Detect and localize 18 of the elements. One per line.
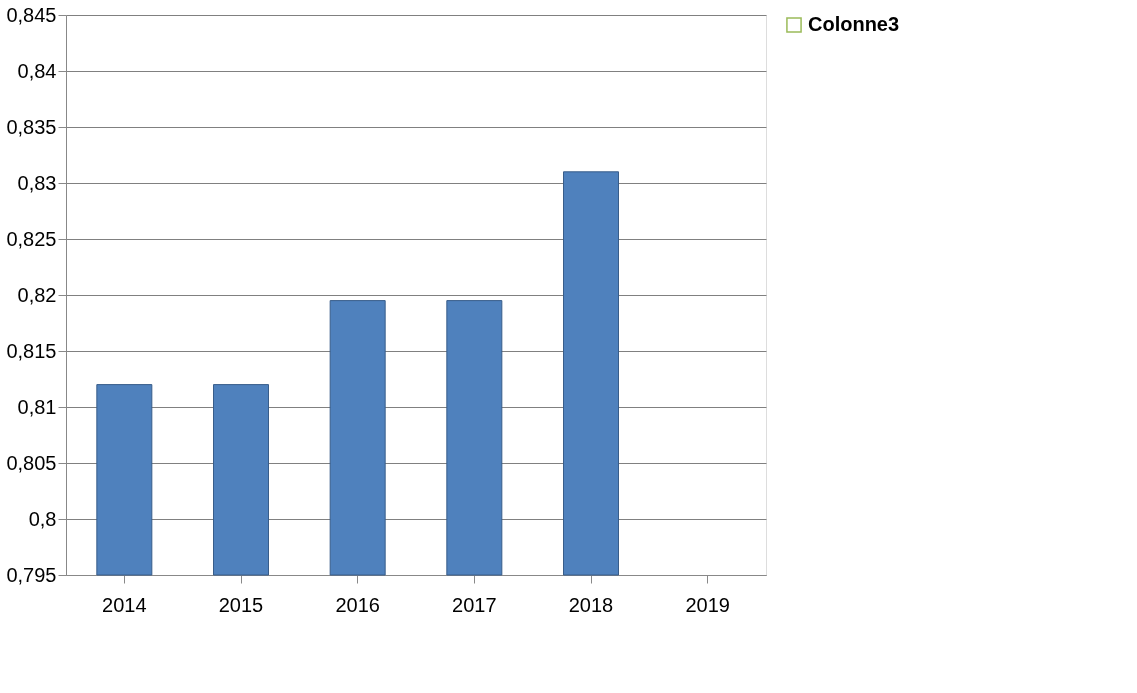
y-tick-label: 0,795 — [6, 563, 57, 586]
y-tick-label: 0,805 — [6, 451, 57, 474]
y-tick-label: 0,84 — [17, 59, 57, 82]
y-tick-label: 0,8 — [28, 507, 57, 530]
legend-label: Colonne3 — [808, 13, 900, 35]
y-tick-label: 0,81 — [17, 395, 57, 418]
y-tick-label: 0,835 — [6, 115, 57, 138]
y-tick-label: 0,82 — [17, 283, 57, 306]
x-tick-label: 2016 — [335, 593, 380, 616]
x-tick-label: 2018 — [568, 593, 614, 616]
y-tick-label: 0,815 — [6, 339, 57, 362]
y-tick-label: 0,83 — [17, 171, 57, 194]
x-tick-label: 2019 — [685, 593, 730, 616]
y-tick-label: 0,825 — [6, 227, 57, 250]
y-tick-label: 0,845 — [6, 3, 57, 26]
x-tick-label: 2017 — [452, 593, 497, 616]
x-tick-label: 2014 — [102, 593, 147, 616]
x-tick-label: 2015 — [218, 593, 264, 616]
